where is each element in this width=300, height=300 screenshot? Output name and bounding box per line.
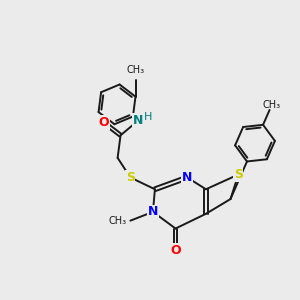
- Text: N: N: [133, 114, 143, 127]
- Text: O: O: [170, 244, 181, 256]
- Text: N: N: [182, 171, 193, 184]
- Text: CH₃: CH₃: [262, 100, 281, 110]
- Text: S: S: [126, 171, 135, 184]
- Text: CH₃: CH₃: [109, 216, 127, 226]
- Text: S: S: [234, 168, 243, 181]
- Text: N: N: [148, 205, 158, 218]
- Text: CH₃: CH₃: [126, 65, 145, 75]
- Text: H: H: [143, 112, 152, 122]
- Text: O: O: [99, 116, 109, 129]
